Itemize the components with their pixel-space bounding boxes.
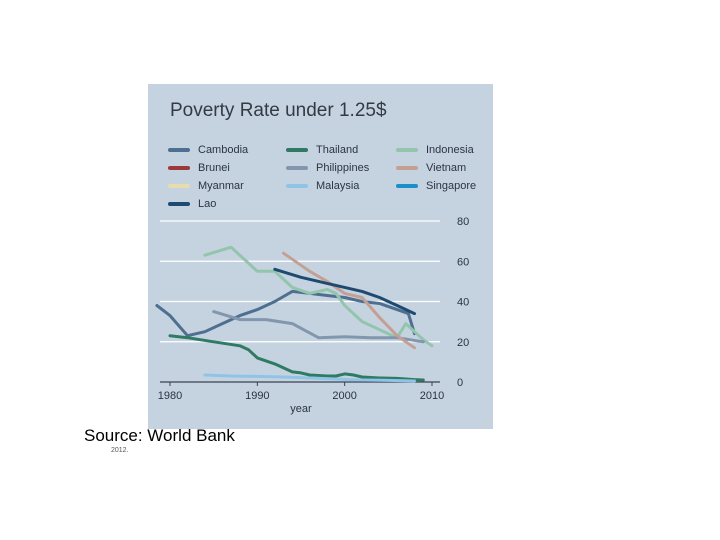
- y-tick-label: 80: [457, 216, 469, 228]
- legend-swatch: [396, 166, 418, 170]
- legend-swatch: [396, 148, 418, 152]
- legend-label: Lao: [198, 198, 217, 210]
- y-tick-label: 20: [457, 337, 469, 349]
- legend-swatch: [286, 166, 308, 170]
- y-tick-label: 60: [457, 256, 469, 268]
- series-line-philippines: [212, 310, 425, 344]
- legend-item-indonesia: Indonesia: [396, 142, 474, 158]
- x-tick-label: 2000: [332, 390, 356, 402]
- x-tick-label: 1980: [158, 390, 182, 402]
- series-line-cambodia: [155, 289, 416, 338]
- legend-item-singapore: Singapore: [396, 178, 476, 194]
- x-tick-label: 1990: [245, 390, 269, 402]
- legend-label: Indonesia: [426, 144, 474, 156]
- x-axis-label: year: [290, 403, 312, 415]
- legend-label: Cambodia: [198, 144, 249, 156]
- legend-swatch: [396, 184, 418, 188]
- legend-label: Myanmar: [198, 180, 244, 192]
- legend-label: Singapore: [426, 180, 477, 192]
- chart-panel: Poverty Rate under 1.25$ Cambodia Thailan…: [148, 84, 493, 429]
- legend-item-cambodia: Cambodia: [168, 142, 248, 158]
- x-tick-label: 2010: [420, 390, 444, 402]
- legend-swatch: [168, 184, 190, 188]
- legend-swatch: [168, 202, 190, 206]
- legend-item-thailand: Thailand: [286, 142, 358, 158]
- legend-swatch: [168, 148, 190, 152]
- y-tick-label: 0: [457, 377, 463, 389]
- plot-area: 0 20 40 60 80 1980 1990 2000 2010 year: [155, 216, 469, 415]
- legend-item-myanmar: Myanmar: [168, 178, 244, 194]
- legend: Cambodia Thailand Indonesia Brunei Philippin…: [168, 142, 488, 222]
- series-line-lao: [273, 267, 416, 316]
- series-line-thailand: [168, 334, 425, 382]
- legend-label: Vietnam: [426, 162, 467, 174]
- legend-label: Malaysia: [316, 180, 360, 192]
- y-tick-label: 40: [457, 297, 469, 309]
- legend-item-lao: Lao: [168, 196, 216, 212]
- legend-label: Thailand: [316, 144, 359, 156]
- legend-label: Brunei: [198, 162, 230, 174]
- legend-item-vietnam: Vietnam: [396, 160, 466, 176]
- legend-label: Philippines: [316, 162, 370, 174]
- legend-swatch: [286, 148, 308, 152]
- legend-item-malaysia: Malaysia: [286, 178, 359, 194]
- legend-item-philippines: Philippines: [286, 160, 369, 176]
- source-note: Source: World Bank: [84, 426, 235, 445]
- legend-item-brunei: Brunei: [168, 160, 230, 176]
- legend-swatch: [286, 184, 308, 188]
- series-line-indonesia: [203, 245, 434, 348]
- series-line-vietnam: [282, 251, 416, 350]
- chart-title: Poverty Rate under 1.25$: [170, 100, 387, 121]
- legend-swatch: [168, 166, 190, 170]
- source-year-note: 2012.: [111, 447, 129, 454]
- series-line-malaysia: [203, 373, 416, 383]
